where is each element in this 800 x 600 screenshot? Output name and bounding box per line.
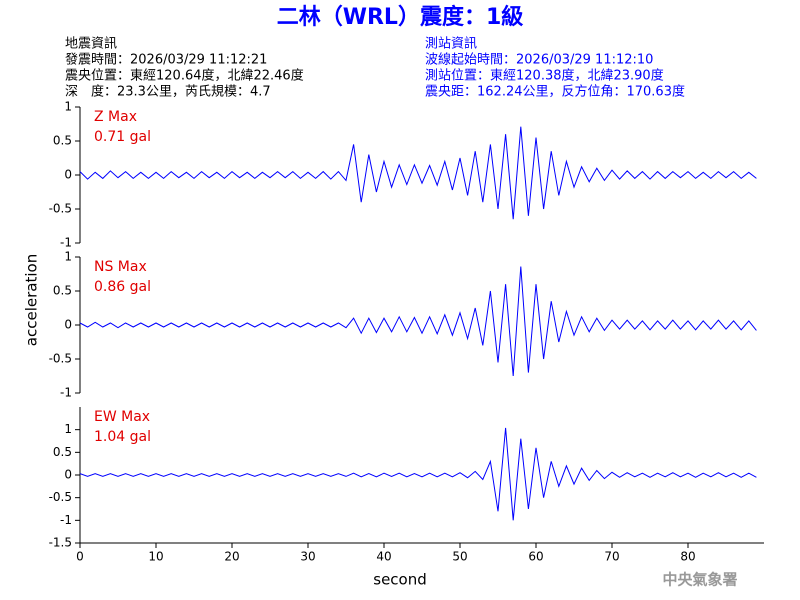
x-tick-label: 0	[76, 550, 84, 564]
info-left: 深 度：23.3公里，芮氏規模：4.7	[65, 84, 271, 100]
y-tick-label: 0	[64, 168, 72, 182]
info-right: 震央距：162.24公里，反方位角：170.63度	[425, 84, 685, 100]
x-axis-label: second	[373, 571, 427, 589]
y-tick-label: 1	[64, 100, 72, 114]
max-annotation: 1.04 gal	[94, 429, 151, 445]
info-left: 發震時間：2026/03/29 11:12:21	[65, 53, 267, 68]
max-annotation: Z Max	[94, 109, 137, 125]
max-annotation: 0.71 gal	[94, 129, 151, 145]
max-annotation: 0.86 gal	[94, 279, 151, 295]
y-tick-label: 0	[64, 468, 72, 482]
info-right: 測站資訊	[425, 37, 477, 52]
info-right: 波線起始時間：2026/03/29 11:12:10	[425, 52, 653, 68]
y-tick-label: 0	[64, 318, 72, 332]
max-annotation: EW Max	[94, 409, 150, 425]
info-left: 震央位置：東經120.64度，北緯22.46度	[65, 68, 304, 84]
y-tick-label: -1	[60, 386, 72, 400]
y-tick-label: -0.5	[49, 202, 72, 216]
x-tick-label: 30	[300, 550, 315, 564]
y-axis-label: acceleration	[23, 254, 41, 346]
y-tick-label: 0.5	[53, 134, 72, 148]
y-tick-label: -1	[60, 513, 72, 527]
info-right: 測站位置：東經120.38度，北緯23.90度	[425, 68, 664, 84]
info-left: 地震資訊	[65, 37, 117, 52]
y-tick-label: -0.5	[49, 490, 72, 504]
y-tick-label: 0.5	[53, 284, 72, 298]
footer: 中央氣象署	[662, 571, 737, 589]
waveform	[79, 126, 757, 220]
y-tick-label: -1	[60, 236, 72, 250]
x-tick-label: 40	[376, 550, 391, 564]
title: 二林（WRL）震度：1級	[277, 4, 524, 30]
x-tick-label: 50	[452, 550, 467, 564]
max-annotation: NS Max	[94, 259, 147, 275]
waveform	[79, 266, 757, 377]
x-tick-label: 10	[148, 550, 163, 564]
x-tick-label: 70	[604, 550, 619, 564]
x-tick-label: 80	[680, 550, 695, 564]
y-tick-label: 1	[64, 422, 72, 436]
x-tick-label: 20	[224, 550, 239, 564]
y-tick-label: -1.5	[49, 536, 72, 550]
x-tick-label: 60	[528, 550, 543, 564]
y-tick-label: 0.5	[53, 445, 72, 459]
y-tick-label: -0.5	[49, 352, 72, 366]
y-tick-label: 1	[64, 250, 72, 264]
waveform	[79, 427, 757, 521]
